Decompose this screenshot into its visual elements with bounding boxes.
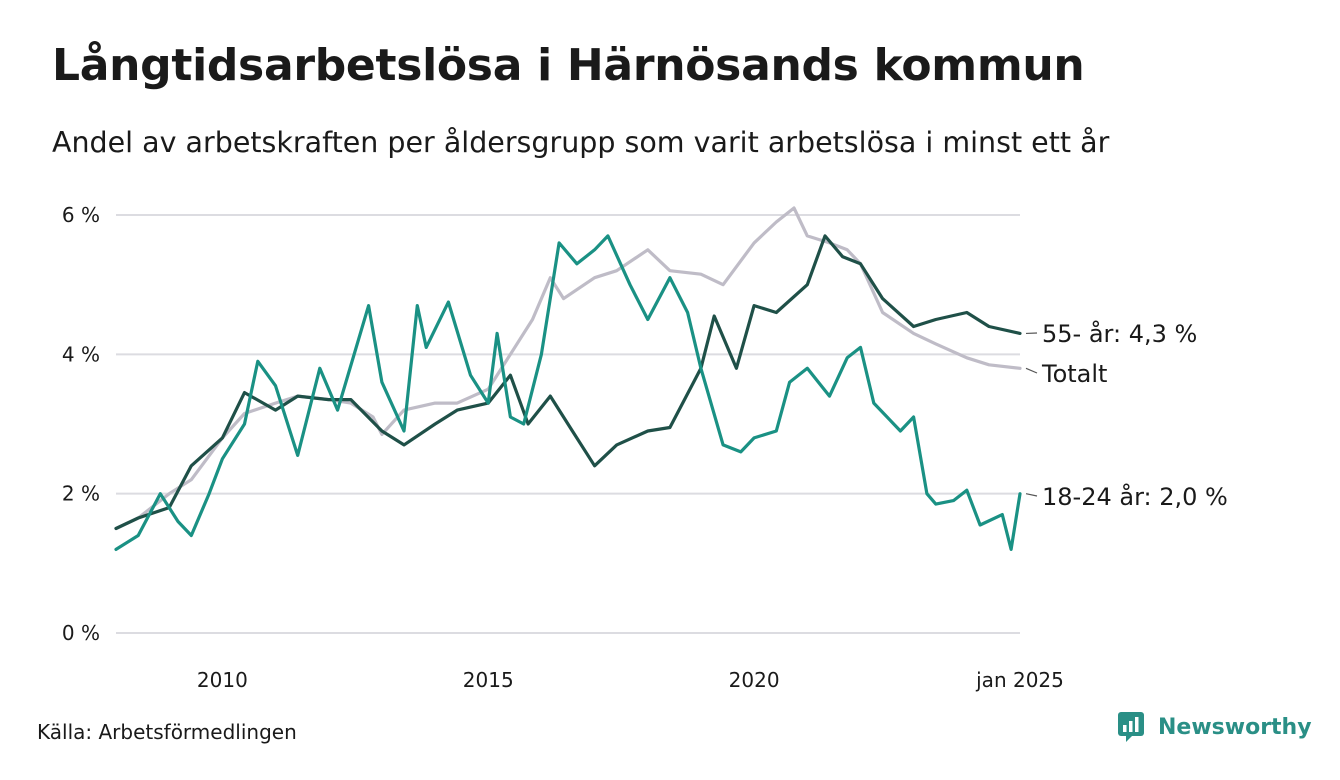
brand-logo[interactable]: Newsworthy [1118,712,1312,742]
chart-subtitle: Andel av arbetskraften per åldersgrupp s… [52,126,1110,159]
series-line [114,234,1022,551]
x-tick-label: 2015 [463,668,514,692]
newsworthy-logo-icon [1118,712,1144,742]
gridlines [116,214,1020,634]
chart-title: Långtidsarbetslösa i Härnösands kommun [52,40,1085,91]
series-end-label: 18-24 år: 2,0 % [1042,482,1228,511]
x-tick-label: 2010 [197,668,248,692]
series-line [114,234,1022,531]
label-connector [1025,493,1038,497]
series-end-label: Totalt [1041,360,1107,388]
series-lines [114,206,1022,551]
end-labels: Totalt 55- år: 4,3 % 18-24 år: 2,0 % [1025,319,1228,511]
y-axis-ticks: 0 % 2 % 4 % 6 % [62,203,100,645]
x-tick-label: 2020 [729,668,780,692]
y-tick-label: 2 % [62,482,100,506]
y-tick-label: 6 % [62,203,100,227]
label-connector [1025,367,1038,374]
x-axis-ticks: 2010 2015 2020 jan 2025 [197,668,1064,692]
brand-name: Newsworthy [1158,714,1312,740]
line-chart: 0 % 2 % 4 % 6 % 2010 2015 2020 jan 2025 Totalt… [62,203,1228,692]
series-end-label: 55- år: 4,3 % [1042,319,1197,348]
series-line [114,206,1022,531]
y-tick-label: 4 % [62,342,100,366]
y-tick-label: 0 % [62,621,100,645]
x-tick-label: jan 2025 [975,668,1064,692]
source-note: Källa: Arbetsförmedlingen [37,720,297,744]
